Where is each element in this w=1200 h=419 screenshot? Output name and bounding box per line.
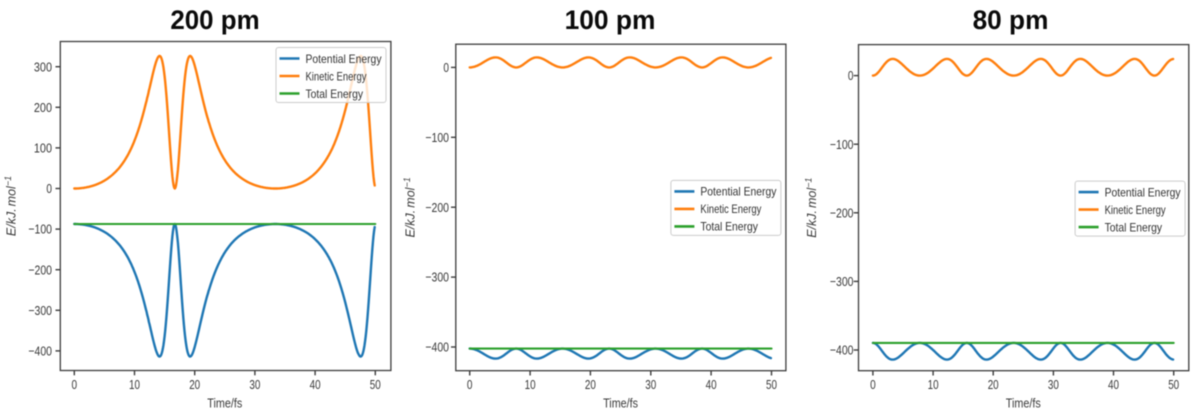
svg-text:−200: −200 (28, 262, 52, 277)
svg-text:20: 20 (988, 377, 999, 392)
svg-text:Total Energy: Total Energy (306, 87, 364, 101)
svg-text:Potential Energy: Potential Energy (1105, 185, 1181, 199)
svg-text:30: 30 (1048, 377, 1059, 392)
svg-text:Kinetic Energy: Kinetic Energy (700, 202, 761, 216)
svg-text:0: 0 (467, 377, 473, 392)
svg-text:30: 30 (249, 377, 260, 392)
svg-text:Total Energy: Total Energy (700, 220, 758, 234)
svg-text:−400: −400 (425, 340, 449, 355)
svg-text:−300: −300 (425, 270, 449, 285)
svg-text:20: 20 (189, 377, 200, 392)
svg-text:40: 40 (310, 377, 321, 392)
svg-text:Kinetic Energy: Kinetic Energy (1105, 203, 1166, 217)
svg-text:10: 10 (129, 377, 140, 392)
svg-text:Potential Energy: Potential Energy (306, 52, 382, 66)
svg-text:10: 10 (928, 377, 939, 392)
svg-text:−100: −100 (830, 137, 854, 152)
svg-text:−300: −300 (28, 303, 52, 318)
svg-text:−100: −100 (425, 130, 449, 145)
svg-text:0: 0 (848, 68, 854, 83)
svg-text:100: 100 (34, 141, 52, 156)
svg-text:Time/fs: Time/fs (603, 395, 638, 410)
svg-text:−400: −400 (830, 343, 854, 358)
svg-text:0: 0 (72, 377, 78, 392)
svg-text:30: 30 (645, 377, 656, 392)
svg-text:E/kJ.mol−1: E/kJ.mol−1 (402, 177, 418, 237)
svg-text:Total Energy: Total Energy (1105, 220, 1163, 234)
svg-text:−100: −100 (28, 222, 52, 237)
svg-text:10: 10 (525, 377, 536, 392)
svg-text:Time/fs: Time/fs (207, 395, 242, 410)
svg-text:Kinetic Energy: Kinetic Energy (306, 69, 367, 83)
svg-text:20: 20 (585, 377, 596, 392)
svg-text:Time/fs: Time/fs (1006, 395, 1041, 410)
svg-text:Potential Energy: Potential Energy (700, 185, 776, 199)
svg-text:300: 300 (34, 59, 52, 74)
svg-text:0: 0 (443, 60, 449, 75)
svg-text:50: 50 (370, 377, 381, 392)
svg-text:200: 200 (34, 100, 52, 115)
svg-text:50: 50 (766, 377, 777, 392)
svg-text:40: 40 (706, 377, 717, 392)
svg-text:−400: −400 (28, 344, 52, 359)
svg-text:50: 50 (1168, 377, 1179, 392)
svg-text:0: 0 (870, 377, 876, 392)
svg-text:80 pm: 80 pm (973, 5, 1049, 35)
svg-text:−200: −200 (425, 200, 449, 215)
svg-text:100 pm: 100 pm (565, 5, 656, 35)
svg-text:0: 0 (46, 181, 52, 196)
svg-text:−200: −200 (830, 205, 854, 220)
svg-text:E/kJ.mol−1: E/kJ.mol−1 (804, 178, 820, 238)
svg-text:40: 40 (1108, 377, 1119, 392)
svg-text:E/kJ.mol−1: E/kJ.mol−1 (3, 176, 19, 236)
svg-text:200 pm: 200 pm (170, 5, 259, 35)
svg-text:−300: −300 (830, 274, 854, 289)
